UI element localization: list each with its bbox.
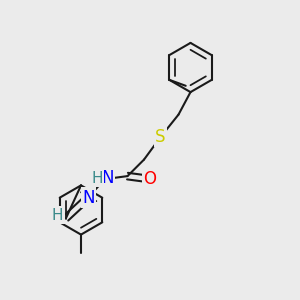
Text: N: N — [82, 189, 95, 207]
Text: S: S — [155, 128, 166, 146]
Text: N: N — [101, 169, 114, 187]
Text: O: O — [143, 170, 157, 188]
Text: H: H — [92, 171, 103, 186]
Text: H: H — [52, 208, 63, 223]
